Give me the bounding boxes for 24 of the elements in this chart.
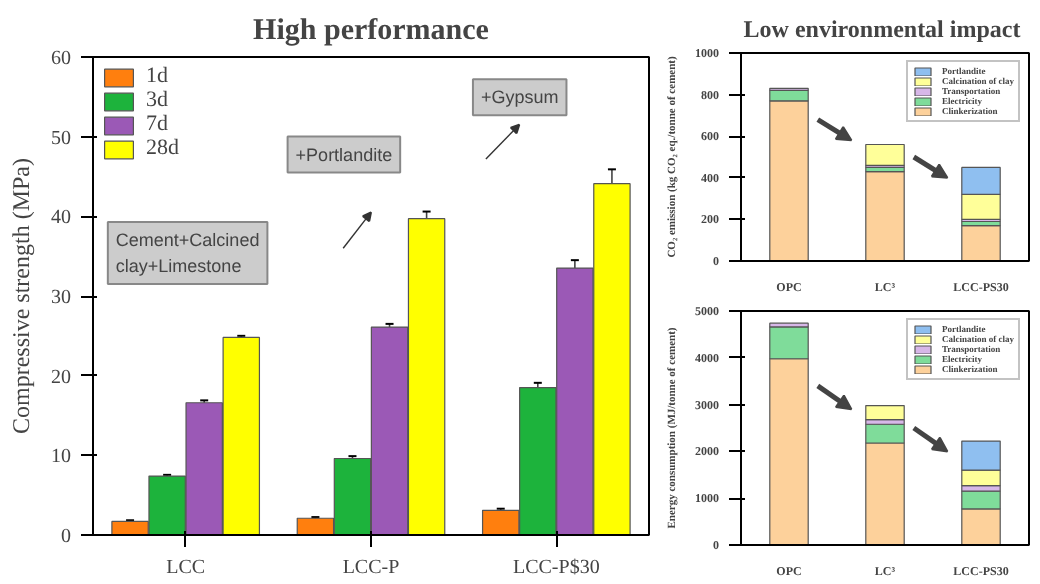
y-axis-title: Compressive strength (MPa) [7, 158, 35, 434]
bar [961, 225, 1001, 261]
y-tick-label: 60 [51, 48, 71, 70]
annotation: Cement+Calcined clay+Limestone [115, 230, 260, 277]
legend-label: 7d [146, 112, 170, 136]
chart-title: Low environmental impact [743, 15, 1021, 43]
annotation: +Gypsum [480, 87, 559, 108]
x-tick-label: LCC [166, 557, 206, 579]
x-tick-label: LCC-P [342, 557, 401, 579]
legend-label: 1d [146, 64, 170, 88]
chart-title: High performance [253, 15, 490, 47]
legend-label: 28d [146, 136, 181, 160]
legend-label: 3d [146, 88, 170, 112]
y-tick-label: 10 [51, 446, 71, 469]
bar [865, 404, 905, 421]
annotation: +Portlandite [295, 144, 393, 165]
y-tick-label: 30 [51, 287, 71, 309]
y-tick-label: 50 [51, 127, 71, 150]
bar [865, 143, 905, 166]
y-tick-label: 0 [61, 526, 71, 548]
bar [865, 170, 905, 261]
y-tick-label: 40 [51, 207, 71, 230]
x-tick-label: LCC-P$30 [512, 557, 600, 579]
y-tick-label: 20 [51, 366, 71, 389]
